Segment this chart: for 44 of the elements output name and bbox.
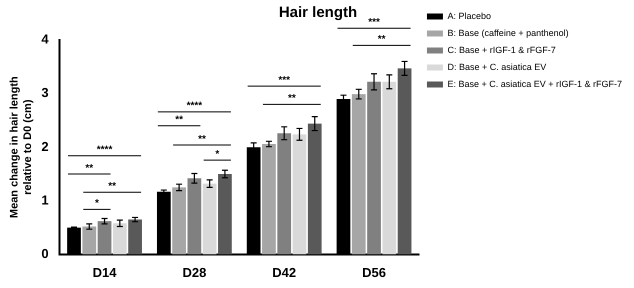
bar (262, 144, 276, 254)
bar (352, 94, 366, 254)
bar (367, 82, 381, 254)
annotation: * (215, 148, 220, 160)
annotation: **** (186, 100, 202, 112)
bar (398, 68, 412, 254)
annotation: ** (85, 162, 94, 174)
annotation: *** (278, 74, 290, 86)
bar (277, 133, 292, 254)
legend-label: D: Base + C. asiatica EV (447, 62, 546, 72)
x-tick-label: D42 (272, 264, 296, 280)
legend-label: A: Placebo (447, 10, 491, 21)
bar (308, 124, 322, 254)
y-tick-label: 2 (41, 138, 49, 154)
y-tick-label: 1 (41, 192, 49, 208)
chart-title: Hair length (278, 4, 358, 22)
y-tick-label: 3 (41, 85, 49, 100)
annotation: ** (378, 34, 386, 46)
bar (382, 82, 396, 254)
bar (172, 187, 186, 254)
bar (202, 184, 217, 254)
y-tick-label: 0 (41, 246, 49, 261)
x-tick-label: D28 (182, 264, 206, 280)
x-tick-label: D14 (92, 264, 118, 280)
legend-label: C: Base + rIGF-1 & rFGF-7 (447, 44, 556, 55)
text: *** (368, 16, 380, 28)
annotation: ** (288, 93, 296, 104)
bar (218, 174, 232, 254)
annotation: ** (108, 180, 116, 192)
bar (112, 223, 127, 254)
bar (98, 221, 112, 254)
y-tick-label: 4 (41, 32, 50, 47)
bar (292, 134, 306, 254)
x-tick-label: D56 (362, 264, 386, 280)
bar (128, 220, 142, 254)
legend-label: E: Base + C. asiatica EV + rIGF-1 & rFGF-7 (447, 78, 622, 89)
annotation: ** (175, 114, 184, 126)
y-axis-title: Mean change in hair length relative to D0 (cm) (8, 76, 34, 218)
annotation: ** (198, 134, 206, 145)
bar (188, 178, 202, 254)
annotation: **** (96, 144, 112, 156)
bar (82, 226, 96, 254)
legend-label: B: Base (caffeine + panthenol) (447, 28, 569, 38)
annotation: * (94, 198, 99, 210)
